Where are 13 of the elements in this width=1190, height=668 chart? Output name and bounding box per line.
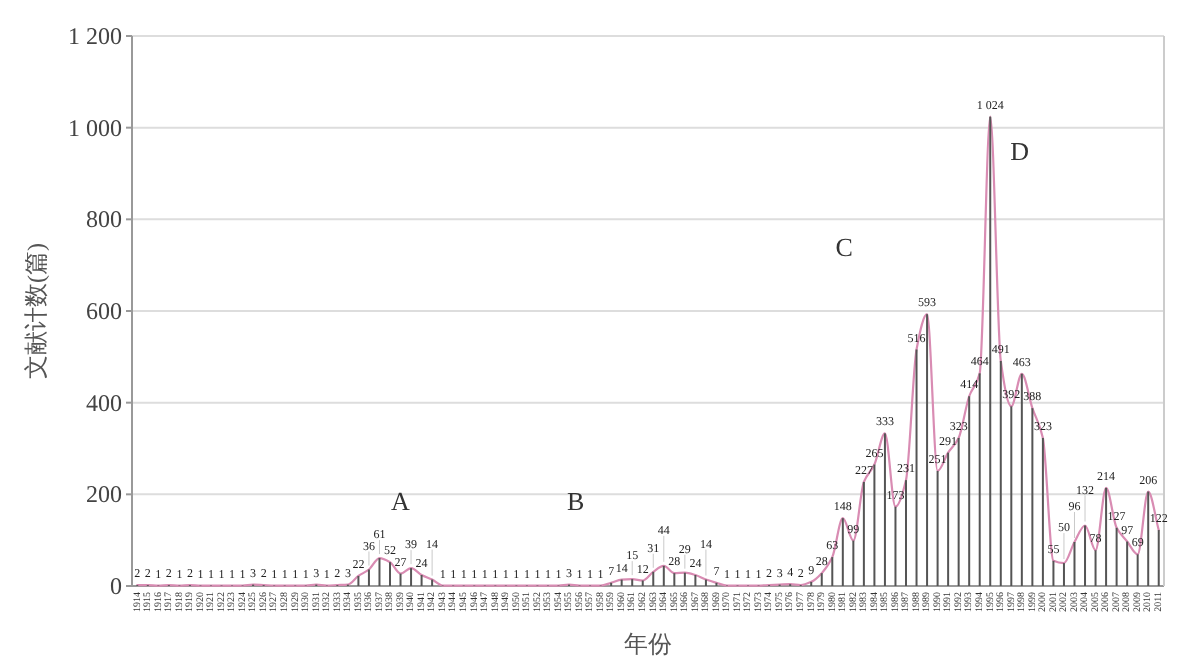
y-tick-label: 0 — [110, 572, 122, 600]
y-tick-label: 200 — [86, 480, 122, 509]
annotation: B — [567, 486, 586, 517]
annotation: D — [1010, 135, 1029, 166]
y-axis-title: 文献计数(篇) — [22, 243, 50, 379]
y-tick-label: 600 — [86, 297, 122, 325]
x-axis-title: 年份 — [624, 630, 672, 658]
annotation: A — [390, 486, 411, 517]
annotation: C — [835, 232, 853, 262]
y-tick-label: 800 — [86, 205, 122, 234]
y-tick-label: 400 — [86, 388, 122, 417]
y-tick-label: 1 000 — [68, 113, 122, 142]
y-tick-label: 1 200 — [68, 22, 122, 50]
